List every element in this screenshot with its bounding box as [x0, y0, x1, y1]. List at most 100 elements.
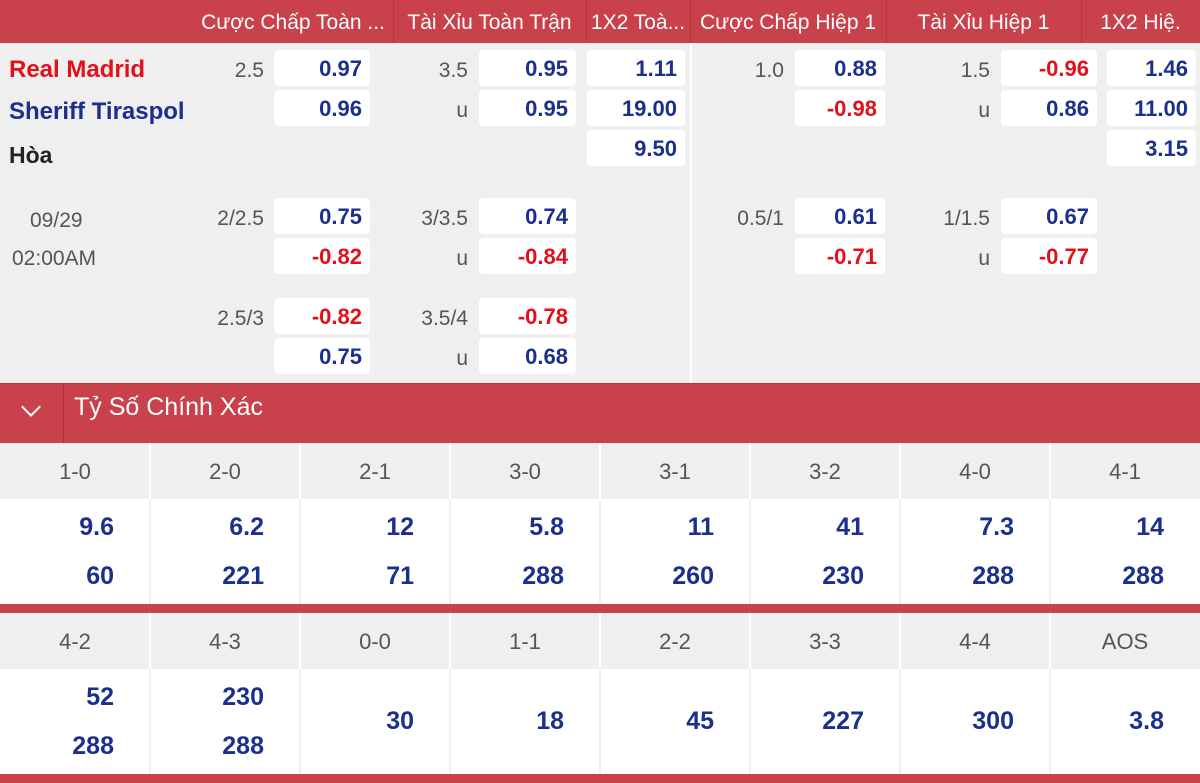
odds-header-bar: Cược Chấp Toàn ... Tài Xỉu Toàn Trận 1X2…: [0, 0, 1200, 43]
score-odds-value[interactable]: 288: [1122, 562, 1164, 590]
home-team-name[interactable]: Real Madrid: [9, 56, 146, 83]
col-header-ft-over-under[interactable]: Tài Xỉu Toàn Trận: [407, 11, 572, 34]
chevron-down-icon: [21, 397, 41, 417]
score-label: 2-0: [209, 459, 241, 484]
score-label: 1-0: [59, 459, 91, 484]
score-odds-value[interactable]: 14: [1136, 513, 1164, 541]
score-odds-value[interactable]: 41: [836, 513, 864, 541]
header-divider: [586, 0, 587, 43]
h1-handicap-line: 0.5/1: [737, 207, 784, 230]
score-odds-value[interactable]: 9.6: [79, 513, 114, 541]
score-odds-value[interactable]: 7.3: [979, 513, 1014, 541]
column-divider: [449, 443, 451, 499]
score-odds-value[interactable]: 288: [522, 562, 564, 590]
column-divider: [299, 499, 301, 604]
column-divider: [599, 499, 601, 604]
correct-score-header[interactable]: Tỷ Số Chính Xác: [0, 383, 1200, 444]
score-odds-value[interactable]: 230: [822, 562, 864, 590]
score-odds-value[interactable]: 260: [672, 562, 714, 590]
score-odds-value[interactable]: 230: [222, 683, 264, 711]
column-divider: [299, 669, 301, 774]
collapse-toggle[interactable]: [0, 384, 64, 444]
ft-handicap-away-odds[interactable]: 0.75: [274, 338, 370, 374]
column-divider: [1049, 669, 1051, 774]
h1-under-odds[interactable]: -0.77: [1001, 238, 1097, 274]
ft-under-odds[interactable]: 0.68: [479, 338, 576, 374]
under-label: u: [978, 99, 990, 122]
score-odds-value[interactable]: 288: [972, 562, 1014, 590]
section-separator: [0, 774, 1200, 783]
h1-1x2-draw-odds[interactable]: 3.15: [1107, 130, 1196, 166]
column-divider: [899, 499, 901, 604]
score-odds-value[interactable]: 12: [386, 513, 414, 541]
h1-handicap-home-odds[interactable]: 0.88: [795, 50, 885, 86]
score-odds-value[interactable]: 30: [386, 707, 414, 735]
column-divider: [599, 613, 601, 669]
ft-handicap-away-odds[interactable]: -0.82: [274, 238, 370, 274]
ft-over-under-line: 3/3.5: [421, 207, 468, 230]
h1-under-odds[interactable]: 0.86: [1001, 90, 1097, 126]
column-divider: [599, 669, 601, 774]
header-divider: [690, 0, 691, 43]
score-odds-value[interactable]: 18: [536, 707, 564, 735]
ft-handicap-home-odds[interactable]: 0.97: [274, 50, 370, 86]
ft-over-odds[interactable]: -0.78: [479, 298, 576, 334]
h1-handicap-away-odds[interactable]: -0.98: [795, 90, 885, 126]
column-divider: [749, 499, 751, 604]
score-odds-value[interactable]: 11: [687, 513, 714, 541]
column-divider: [749, 613, 751, 669]
score-odds-value[interactable]: 5.8: [529, 513, 564, 541]
ft-handicap-home-odds[interactable]: -0.82: [274, 298, 370, 334]
score-odds-value[interactable]: 227: [822, 707, 864, 735]
score-odds-value[interactable]: 300: [972, 707, 1014, 735]
h1-over-odds[interactable]: -0.96: [1001, 50, 1097, 86]
ft-1x2-home-odds[interactable]: 1.11: [587, 50, 685, 86]
score-header-row: 1-0 2-0 2-1 3-0 3-1 3-2 4-0 4-1: [0, 443, 1200, 499]
h1-1x2-home-odds[interactable]: 1.46: [1107, 50, 1196, 86]
col-header-h1-1x2[interactable]: 1X2 Hiệ.: [1100, 11, 1181, 34]
col-header-ft-1x2[interactable]: 1X2 Toà...: [590, 11, 686, 34]
match-time: 02:00AM: [12, 247, 97, 270]
score-odds-value[interactable]: 60: [86, 562, 114, 590]
score-odds-value[interactable]: 221: [222, 562, 264, 590]
score-odds-value[interactable]: 288: [222, 732, 264, 760]
ft-1x2-draw-odds[interactable]: 9.50: [587, 130, 685, 166]
ft-over-odds[interactable]: 0.74: [479, 198, 576, 234]
match-date: 09/29: [30, 209, 83, 232]
h1-1x2-away-odds[interactable]: 11.00: [1107, 90, 1196, 126]
score-odds-value[interactable]: 71: [386, 562, 414, 590]
score-odds-value[interactable]: 6.2: [229, 513, 264, 541]
correct-score-grid-2: 4-2 4-3 0-0 1-1 2-2 3-3 4-4 AOS 52 288 230 288 30 18…: [0, 613, 1200, 774]
score-odds-value[interactable]: 52: [86, 683, 114, 711]
ft-1x2-away-odds[interactable]: 19.00: [587, 90, 685, 126]
ft-under-odds[interactable]: 0.95: [479, 90, 576, 126]
ft-handicap-home-odds[interactable]: 0.75: [274, 198, 370, 234]
score-header-row: 4-2 4-3 0-0 1-1 2-2 3-3 4-4 AOS: [0, 613, 1200, 669]
column-divider: [299, 443, 301, 499]
score-label: 4-1: [1109, 459, 1141, 484]
score-odds-value[interactable]: 45: [686, 707, 714, 735]
ft-under-odds[interactable]: -0.84: [479, 238, 576, 274]
h1-handicap-away-odds[interactable]: -0.71: [795, 238, 885, 274]
odds-panel: Real Madrid Sheriff Tiraspol Hòa 09/29 0…: [0, 43, 1200, 383]
h1-over-odds[interactable]: 0.67: [1001, 198, 1097, 234]
under-label: u: [978, 247, 990, 270]
column-divider: [299, 613, 301, 669]
ft-handicap-away-odds[interactable]: 0.96: [274, 90, 370, 126]
col-header-ft-handicap[interactable]: Cược Chấp Toàn ...: [201, 11, 385, 34]
under-label: u: [456, 247, 468, 270]
score-odds-row: 52 288 230 288 30 18 45 227 300 3.8: [0, 669, 1200, 774]
col-header-h1-over-under[interactable]: Tài Xỉu Hiệp 1: [917, 11, 1050, 34]
correct-score-grid-1: 1-0 2-0 2-1 3-0 3-1 3-2 4-0 4-1 9.6 60 6.2 221 12 71…: [0, 443, 1200, 604]
score-odds-value[interactable]: 3.8: [1129, 707, 1164, 735]
ft-handicap-line: 2.5/3: [217, 307, 264, 330]
column-divider: [449, 613, 451, 669]
column-divider: [1049, 499, 1051, 604]
score-odds-value[interactable]: 288: [72, 732, 114, 760]
col-header-h1-handicap[interactable]: Cược Chấp Hiệp 1: [699, 11, 877, 34]
away-team-name[interactable]: Sheriff Tiraspol: [9, 98, 185, 125]
header-divider: [393, 0, 394, 43]
ft-over-odds[interactable]: 0.95: [479, 50, 576, 86]
score-label: 4-4: [959, 629, 991, 654]
h1-handicap-home-odds[interactable]: 0.61: [795, 198, 885, 234]
